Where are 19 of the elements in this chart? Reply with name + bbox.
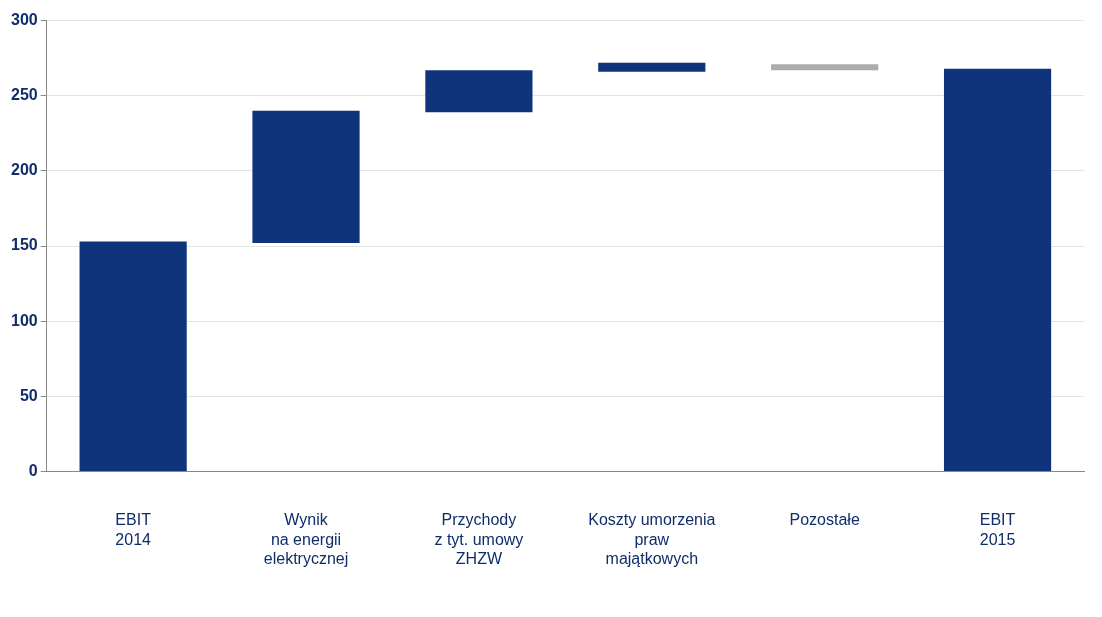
y-tick-label: 100 — [10, 311, 38, 329]
x-tick-label: Pozostałe — [789, 511, 860, 529]
bar — [252, 110, 360, 243]
y-tick-label: 150 — [10, 236, 38, 254]
y-tick-label: 50 — [19, 386, 38, 404]
y-tick-label: 300 — [10, 11, 38, 29]
y-tick-label: 250 — [10, 86, 38, 104]
bar — [771, 64, 879, 71]
x-tick-label: EBIT 2014 — [115, 511, 152, 548]
x-tick-label: Przychody z tyt. umowy ZHZW — [434, 511, 524, 567]
x-tick-label: EBIT 2015 — [979, 511, 1016, 548]
y-tick-label: 0 — [28, 461, 38, 479]
y-tick-label: 200 — [10, 161, 38, 179]
x-tick-label: Koszty umorzenia praw majątkowych — [588, 511, 716, 567]
x-tick-label: Wynik na energii elektrycznej — [263, 511, 349, 567]
bar — [425, 70, 533, 113]
bar — [598, 62, 706, 72]
bar — [79, 241, 187, 471]
bar — [943, 68, 1052, 471]
